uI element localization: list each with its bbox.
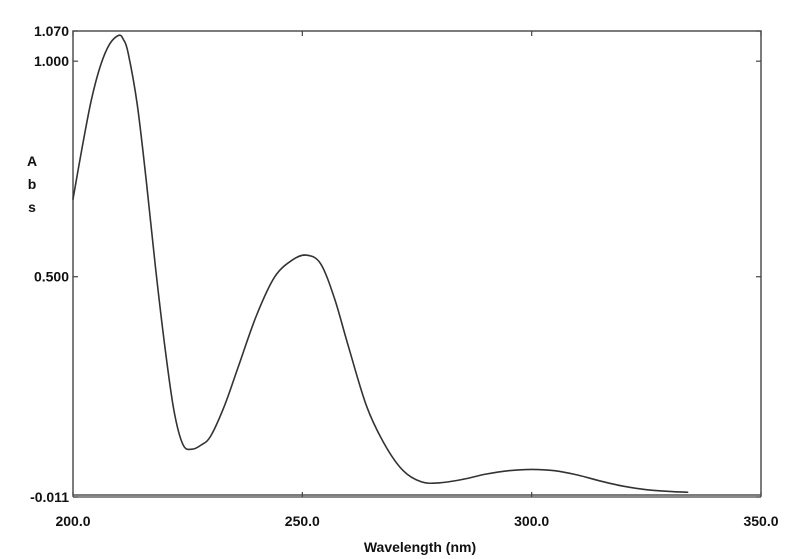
y-tick-label: 1.070 — [34, 23, 69, 39]
x-tick-label: 200.0 — [55, 513, 90, 529]
series-line-absorbance — [72, 34, 689, 494]
x-axis-ticks: 200.0 250.0 300.0 350.0 — [55, 31, 779, 529]
y-axis-label-a: A — [27, 153, 37, 169]
y-axis-label-s: s — [28, 199, 36, 215]
y-tick-label: 1.000 — [34, 53, 69, 69]
x-tick-label: 300.0 — [514, 513, 549, 529]
y-tick-label: -0.011 — [30, 489, 69, 505]
y-axis-ticks: 1.070 1.000 0.500 -0.011 — [30, 23, 761, 505]
x-tick-label: 250.0 — [285, 513, 320, 529]
x-axis-label: Wavelength (nm) — [364, 539, 476, 555]
plot-frame — [72, 30, 762, 496]
y-tick-label: 0.500 — [34, 269, 69, 285]
y-axis-label-b: b — [28, 176, 37, 192]
x-tick-label: 350.0 — [743, 513, 778, 529]
